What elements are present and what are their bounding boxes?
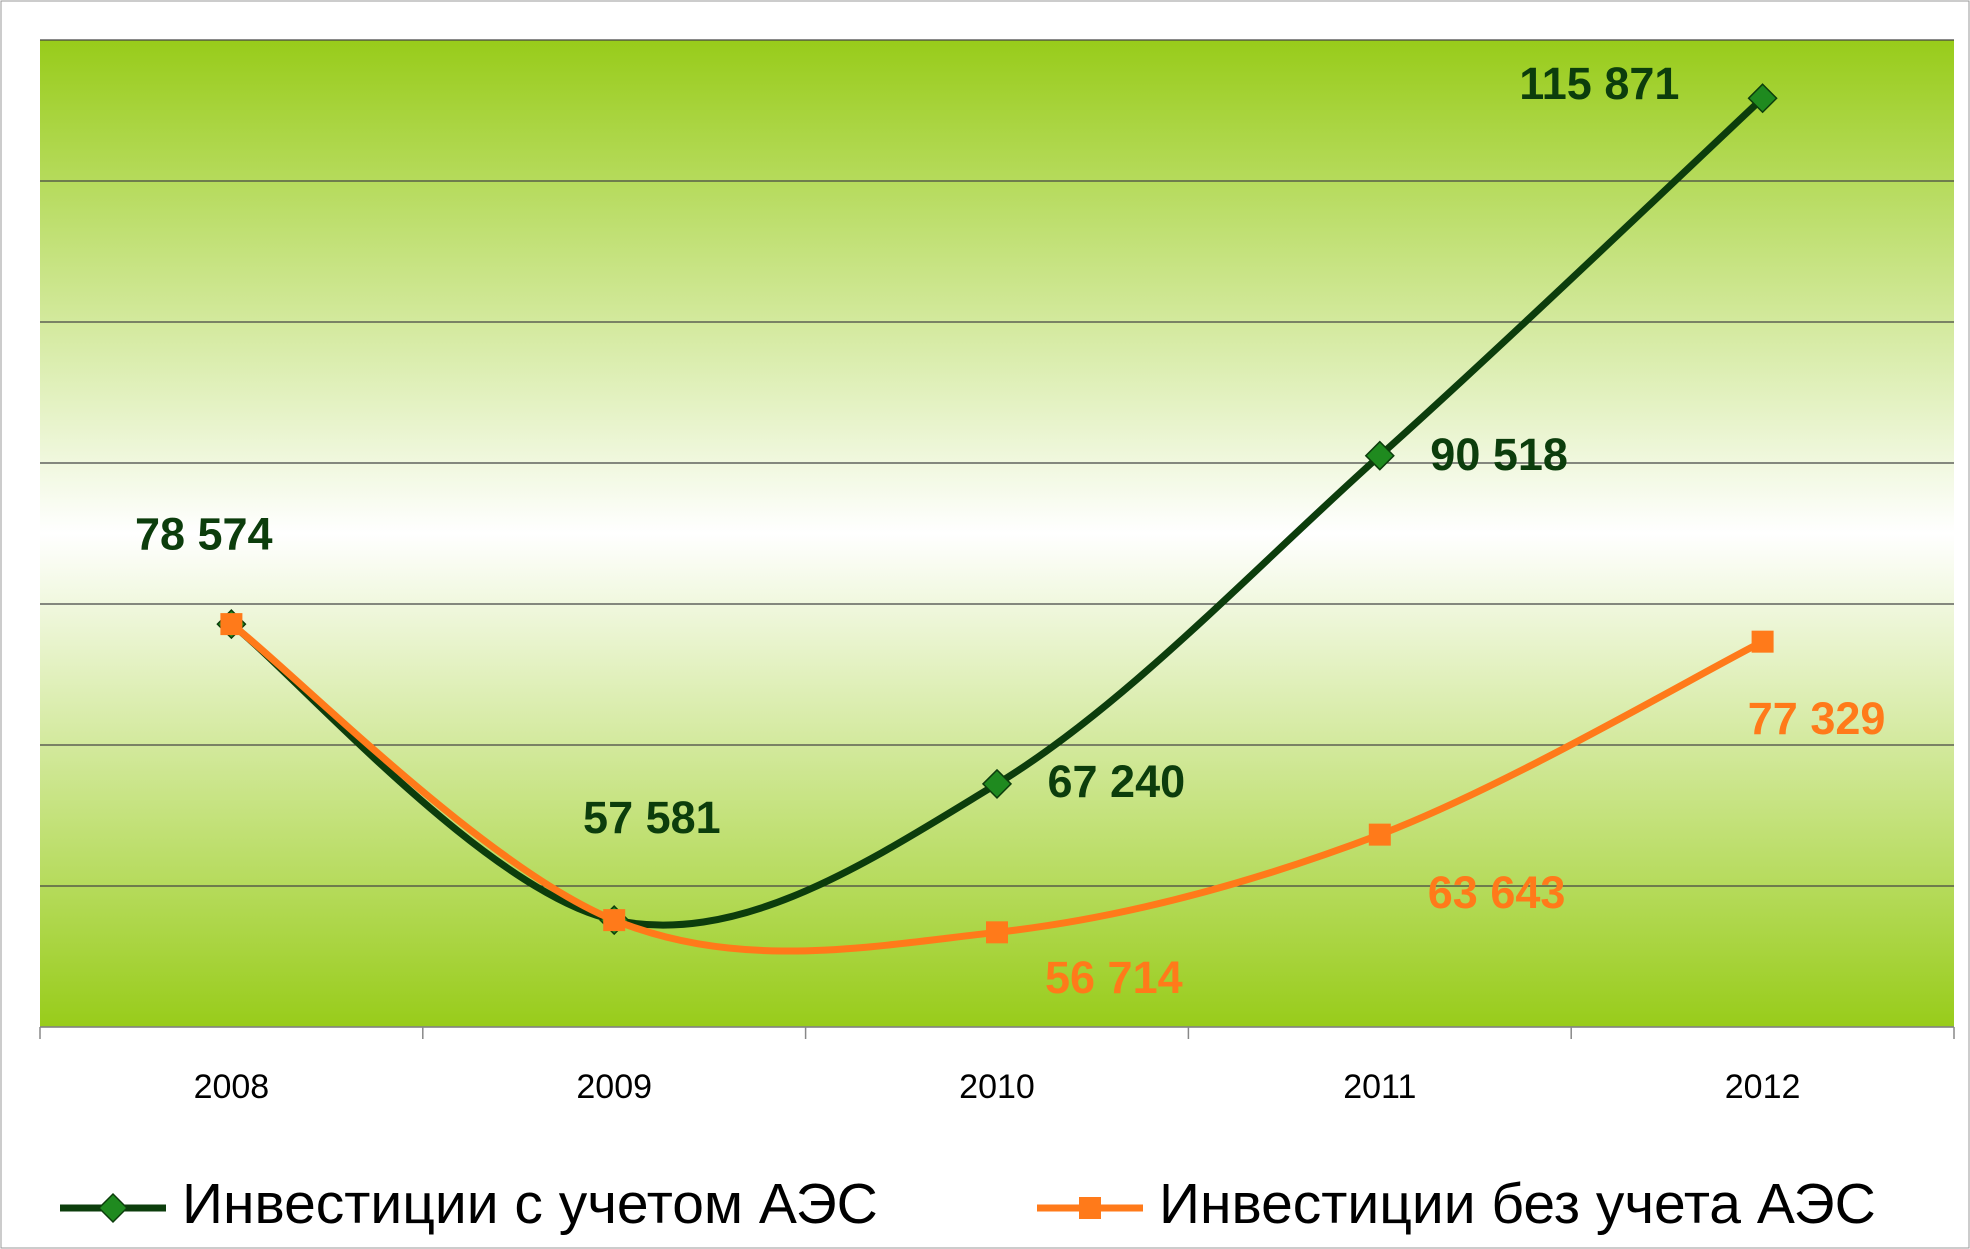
data-label: 90 518 [1430, 429, 1568, 480]
legend-label: Инвестиции без учета АЭС [1159, 1172, 1876, 1236]
marker [1751, 630, 1774, 653]
x-tick-label: 2011 [1343, 1068, 1416, 1106]
x-tick-label: 2008 [194, 1068, 270, 1106]
data-label: 57 581 [583, 792, 721, 843]
marker [981, 768, 1013, 799]
data-label: 77 329 [1748, 693, 1886, 744]
data-label: 78 574 [135, 508, 273, 559]
x-tick-label: 2009 [576, 1068, 652, 1106]
data-label: 56 714 [1045, 952, 1183, 1003]
marker [986, 921, 1008, 944]
plot-area [40, 40, 1954, 1027]
marker [1747, 83, 1778, 114]
x-tick-label: 2012 [1725, 1068, 1801, 1106]
legend-marker [97, 1192, 129, 1224]
legend-marker [1079, 1197, 1101, 1219]
marker [220, 613, 243, 636]
x-tick-label: 2010 [959, 1068, 1035, 1106]
marker [1368, 823, 1391, 846]
data-label: 67 240 [1047, 756, 1185, 807]
legend-label: Инвестиции с учетом АЭС [182, 1172, 878, 1236]
data-label: 63 643 [1428, 867, 1566, 918]
marker [1364, 440, 1395, 471]
marker [603, 909, 626, 932]
data-label: 115 871 [1519, 58, 1679, 109]
